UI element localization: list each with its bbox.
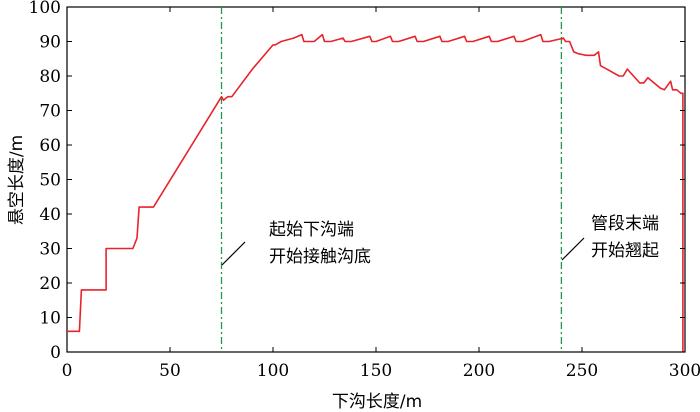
annotation-start-line-2: 开始接触沟底 (269, 247, 371, 267)
annotation-end-line-1: 管段末端 (591, 214, 659, 234)
annotation-start-line-1: 起始下沟端 (269, 220, 354, 240)
x-tick-label: 0 (62, 361, 73, 381)
y-tick-label: 50 (39, 171, 61, 191)
x-axis-title: 下沟长度/m (332, 392, 422, 412)
y-tick-label: 80 (39, 67, 61, 87)
series-line-0 (67, 33, 684, 352)
y-tick-label: 40 (39, 205, 61, 225)
x-tick-label: 300 (669, 361, 700, 381)
x-tick-label: 200 (463, 361, 495, 381)
annotation-end-leader (561, 237, 585, 261)
x-tick-label: 100 (257, 361, 289, 381)
y-tick-label: 30 (39, 240, 61, 260)
y-tick-label: 0 (50, 343, 61, 363)
plot-area (66, 6, 686, 353)
y-axis-ticks: 0 10 20 30 40 50 60 70 80 90 100 (29, 0, 685, 363)
y-tick-label: 60 (39, 136, 61, 156)
x-tick-label: 50 (159, 361, 181, 381)
x-tick-label: 250 (566, 361, 598, 381)
annotation-end-line-2: 开始翘起 (591, 241, 659, 261)
plot-frame (66, 6, 686, 353)
annotation-end: 管段末端 开始翘起 (561, 214, 659, 261)
y-axis-title: 悬空长度/m (7, 135, 27, 225)
y-tick-label: 20 (39, 274, 61, 294)
annotation-start-leader (221, 241, 246, 266)
x-tick-label: 150 (360, 361, 392, 381)
y-tick-label: 10 (39, 309, 61, 329)
y-tick-label: 70 (39, 102, 61, 122)
y-tick-label: 90 (39, 33, 61, 53)
x-axis-ticks: 0 50 100 150 200 250 300 (62, 7, 700, 381)
y-tick-label: 100 (29, 0, 61, 18)
annotation-start: 起始下沟端 开始接触沟底 (221, 220, 371, 267)
